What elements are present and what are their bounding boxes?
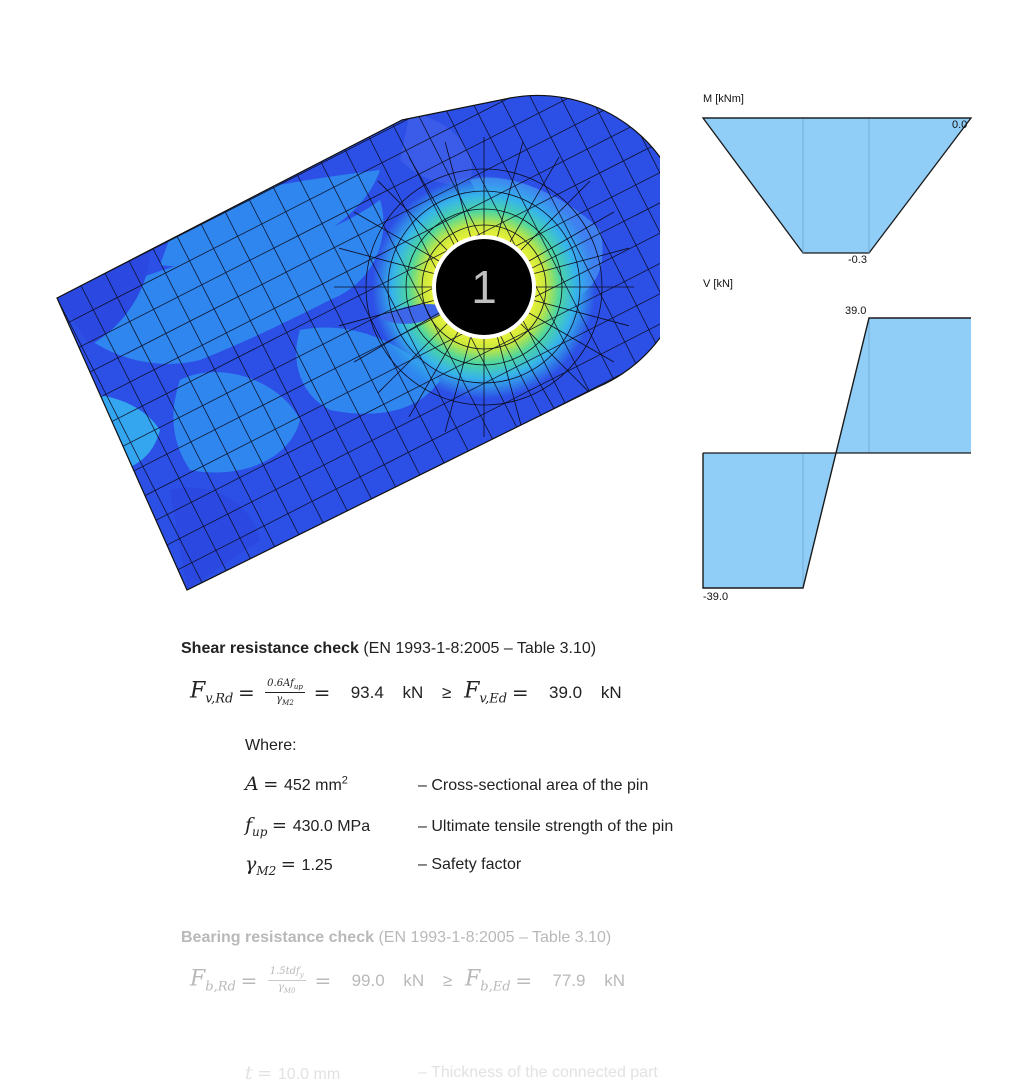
shear-relation: ≥ [442, 682, 452, 702]
shear-check-reference: (EN 1993-1-8:2005 – Table 3.10) [358, 640, 597, 657]
shear-formula-fraction: 0.6Afup γM2 [265, 678, 305, 707]
mesh-line [147, 244, 690, 586]
param-row-thickness: t = 10.0 mm [245, 1062, 341, 1084]
mesh-spoke [497, 142, 524, 237]
mesh-line [134, 220, 690, 562]
shear-min-value: -39.0 [703, 591, 729, 603]
mesh-spoke [509, 331, 560, 418]
param-row-gamma: γM2 = 1.25 [245, 853, 333, 878]
bearing-check-equation: Fb,Rd = 1.5tdfy γM0 = 99.0 kN ≥ Fb,Ed = … [190, 966, 625, 995]
mesh-spoke [408, 156, 459, 243]
bearing-resistance-unit: kN [403, 970, 425, 990]
shear-check-equation: Fv,Rd = 0.6Afup γM2 = 93.4 kN ≥ Fv,Ed = … [190, 678, 622, 707]
param-desc-gamma: – Safety factor [418, 856, 522, 873]
shear-resistance-value: 93.4 [350, 682, 384, 702]
mesh-spoke [528, 211, 615, 262]
bearing-effect-value: 77.9 [552, 970, 586, 990]
where-label: Where: [245, 737, 297, 754]
mesh-spoke [509, 156, 560, 243]
mesh-spoke [377, 323, 448, 394]
mesh-spoke [339, 300, 434, 327]
mesh-line [57, 95, 690, 346]
shear-axis-label: V [kN] [703, 278, 733, 290]
param-desc-thickness: – Thickness of the connected part [418, 1064, 658, 1081]
moment-axis-label: M [kNm] [703, 93, 744, 105]
mesh-spoke [497, 337, 524, 432]
mesh-spoke [520, 323, 591, 394]
shear-effect-unit: kN [600, 682, 622, 702]
mesh-line [57, 95, 690, 370]
bearing-effect-unit: kN [604, 970, 625, 990]
mesh-line [539, 95, 690, 398]
moment-diagram [701, 117, 973, 254]
bearing-relation: ≥ [442, 970, 453, 990]
moment-max-value: 0.0 [952, 119, 968, 131]
mesh-spoke [534, 300, 629, 327]
mesh-spoke [444, 142, 471, 237]
mesh-spoke [520, 180, 591, 251]
fea-plot: 1 [0, 0, 691, 620]
bearing-check-reference: (EN 1993-1-8:2005 – Table 3.10) [374, 929, 612, 946]
fea-mesh: 1 [56, 94, 691, 591]
shear-resistance-unit: kN [402, 682, 424, 702]
mesh-spoke [377, 180, 448, 251]
mesh-spoke [353, 312, 440, 363]
mesh-spoke [528, 312, 615, 363]
bearing-resistance-value: 99.0 [351, 970, 385, 990]
param-row-area: A = 452 mm2 [245, 773, 348, 795]
mesh-spoke [353, 211, 440, 262]
pin-node-circle [432, 235, 536, 339]
mesh-spoke [339, 247, 434, 274]
bearing-check-title: Bearing resistance check [181, 929, 374, 946]
mesh-spoke [444, 337, 471, 432]
param-desc-area: – Cross-sectional area of the pin [418, 777, 649, 794]
mesh-spoke [534, 247, 629, 274]
mesh-line [85, 124, 690, 466]
mesh-spoke [408, 331, 459, 418]
shear-check-title: Shear resistance check [181, 640, 359, 657]
shear-effect-value: 39.0 [548, 682, 583, 702]
bearing-check-heading: Bearing resistance check (EN 1993-1-8:20… [181, 929, 611, 947]
moment-min-value: -0.3 [848, 254, 867, 266]
bearing-formula-fraction: 1.5tdfy γM0 [267, 966, 306, 995]
shear-diagram [702, 317, 971, 589]
shear-check-heading: Shear resistance check (EN 1993-1-8:2005… [181, 640, 596, 658]
mesh-line [61, 95, 690, 418]
mesh-line [98, 148, 690, 490]
pin-node-label: 1 [471, 261, 497, 313]
param-desc-fup: – Ultimate tensile strength of the pin [418, 818, 674, 835]
param-row-fup: fup = 430.0 MPa [245, 814, 371, 839]
shear-max-value: 39.0 [845, 305, 867, 317]
